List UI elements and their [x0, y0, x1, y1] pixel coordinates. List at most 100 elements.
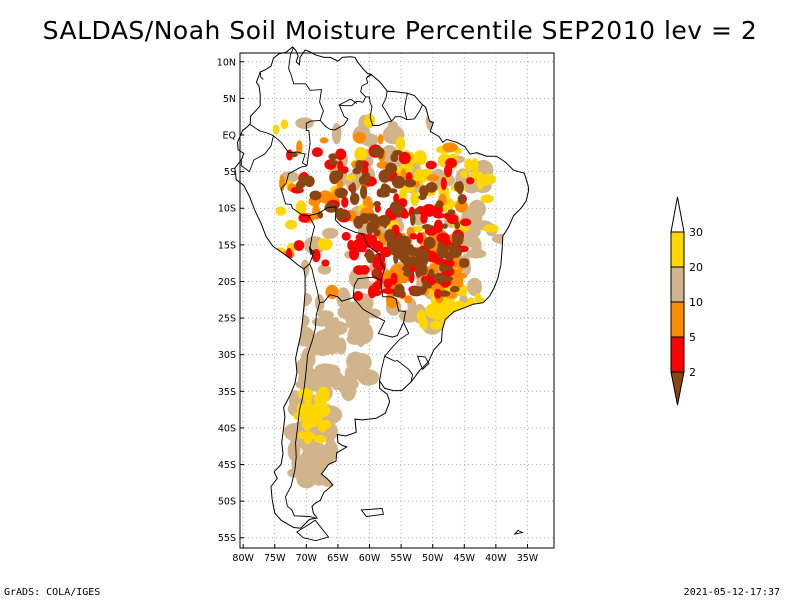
- country-border: [384, 355, 413, 382]
- shade-patch: [392, 150, 404, 156]
- shade-patch: [438, 290, 451, 297]
- shade-patch: [436, 232, 450, 244]
- shade-patch: [374, 252, 386, 266]
- shade-patch: [331, 122, 342, 145]
- shade-patch: [301, 431, 316, 440]
- island-outline: [296, 519, 330, 542]
- shade-patch: [460, 218, 472, 227]
- latitude-tick-label: 15S: [218, 240, 236, 251]
- colorbar-segment: [670, 336, 685, 373]
- shade-patch: [296, 140, 303, 155]
- latitude-tick-label: 25S: [218, 314, 236, 325]
- shade-patch: [347, 325, 366, 345]
- shade-patch: [428, 268, 435, 278]
- shade-patch: [448, 247, 454, 260]
- shade-patch: [464, 158, 473, 172]
- shade-patch: [378, 169, 391, 183]
- shade-patch: [440, 177, 447, 191]
- latitude-tick-label: 45S: [218, 460, 236, 471]
- shade-band-2: [289, 146, 470, 298]
- shade-patch: [353, 265, 367, 275]
- shade-patch: [426, 283, 432, 289]
- colorbar-label: 2: [689, 366, 696, 379]
- shade-patch: [403, 178, 416, 188]
- shade-patch: [393, 193, 400, 204]
- shade-patch: [465, 226, 481, 238]
- shade-patch: [371, 281, 383, 291]
- colorbar-segment: [670, 231, 685, 268]
- shade-patch: [313, 435, 327, 444]
- shade-patch: [468, 199, 486, 219]
- shade-patch: [460, 170, 468, 179]
- shade-patch: [420, 213, 428, 224]
- footer-credit: GrADS: COLA/IGES: [4, 587, 101, 598]
- shade-patch: [396, 234, 405, 243]
- shade-patch: [426, 174, 440, 182]
- shade-patch: [377, 134, 384, 145]
- shade-patch: [321, 259, 330, 267]
- shade-patch: [319, 137, 329, 144]
- shade-patch: [304, 444, 315, 465]
- country-border: [308, 206, 386, 281]
- shade-patch: [334, 187, 348, 199]
- shade-patch: [472, 120, 482, 136]
- island-outline: [513, 529, 524, 535]
- shade-patch: [389, 201, 401, 214]
- country-border: [338, 98, 358, 106]
- shade-patch: [404, 295, 413, 304]
- shade-patch: [361, 171, 371, 184]
- shade-patch: [420, 264, 428, 276]
- island-outline: [360, 508, 384, 517]
- shade-patch: [456, 181, 464, 195]
- shade-patch: [463, 181, 479, 194]
- map-frame: [239, 52, 555, 549]
- latitude-labels: 10N 5N EQ 5S 10S 15S 20S 25S 30S 35S 40S 45S 50S 55S: [217, 57, 244, 544]
- shade-patch: [318, 190, 333, 204]
- shade-patch: [403, 270, 413, 277]
- shade-patch: [328, 153, 339, 161]
- shade-patch: [327, 370, 343, 382]
- shade-patch: [344, 211, 351, 219]
- shade-patch: [341, 231, 351, 241]
- latitude-tick-label: 5S: [224, 167, 236, 178]
- shade-patch: [480, 173, 496, 185]
- shade-patch: [460, 258, 470, 268]
- shade-patch: [371, 240, 384, 252]
- shade-patch: [295, 117, 314, 129]
- shade-patch: [410, 191, 420, 206]
- shade-patch: [315, 414, 323, 422]
- shade-patch: [354, 147, 368, 161]
- shade-patch: [311, 317, 332, 327]
- shade-patch: [437, 240, 445, 254]
- shade-patch: [373, 268, 380, 278]
- footer-timestamp: 2021-05-12-17:37: [683, 587, 780, 598]
- shade-patch: [418, 194, 427, 200]
- shade-patch: [272, 124, 280, 135]
- shade-patch: [398, 151, 411, 165]
- shade-patch: [399, 242, 411, 256]
- shade-patch: [279, 175, 286, 191]
- shade-patch: [416, 309, 426, 323]
- shade-patch: [422, 252, 429, 266]
- shade-patch: [306, 338, 323, 356]
- colorbar-arrow-bottom: [670, 371, 685, 406]
- shade-patch: [324, 329, 340, 340]
- shade-patch: [358, 279, 373, 289]
- shade-patch: [336, 287, 351, 309]
- shade-patch: [331, 380, 341, 391]
- country-border: [309, 263, 321, 303]
- country-border: [380, 280, 407, 323]
- shade-patch: [434, 288, 442, 299]
- shade-patch: [344, 378, 359, 390]
- country-border: [273, 135, 308, 167]
- shade-patch: [275, 206, 287, 216]
- country-border: [305, 119, 321, 166]
- longitude-tick-label: 75W: [264, 553, 286, 564]
- shade-patch: [471, 158, 479, 173]
- shade-patch: [353, 215, 364, 229]
- islands: [296, 246, 524, 542]
- shade-patch: [328, 159, 338, 166]
- shade-patch: [429, 320, 443, 330]
- shade-patch: [297, 388, 314, 400]
